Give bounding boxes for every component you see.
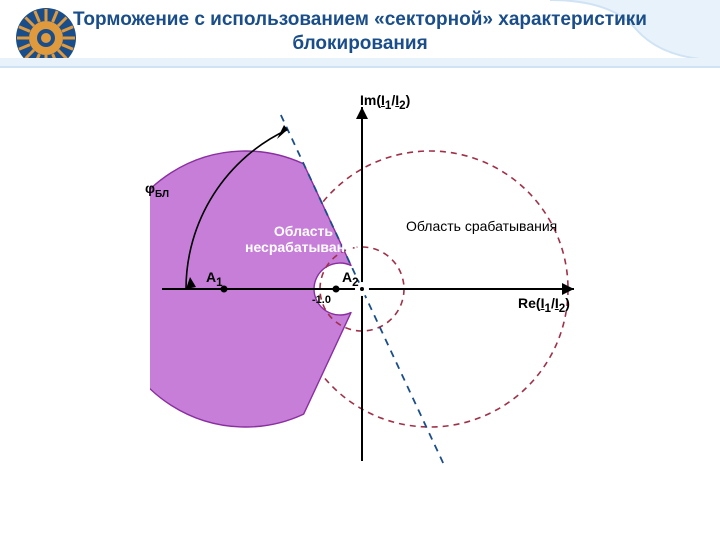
header-band [0,58,720,72]
x-axis-label: Re(I1/I2) [518,295,570,315]
a2-label: A2 [342,269,359,289]
point-a2 [333,286,340,293]
minus-one-label: -1.0 [312,294,331,306]
slide-header: Торможение с использованием «секторной» … [0,0,720,84]
blocking-region-label: Областьнесрабатывания [245,223,362,255]
slide-title: Торможение с использованием «секторной» … [0,8,720,56]
a1-label: A1 [206,269,223,289]
trip-region-label: Область срабатывания [406,218,557,234]
phi-label: φБЛ [145,180,169,200]
sector-characteristic-diagram: Im(I1/I2) Re(I1/I2) φБЛ A1 A2 -1.0 Облас… [150,90,590,470]
y-axis-label: Im(I1/I2) [360,92,410,112]
